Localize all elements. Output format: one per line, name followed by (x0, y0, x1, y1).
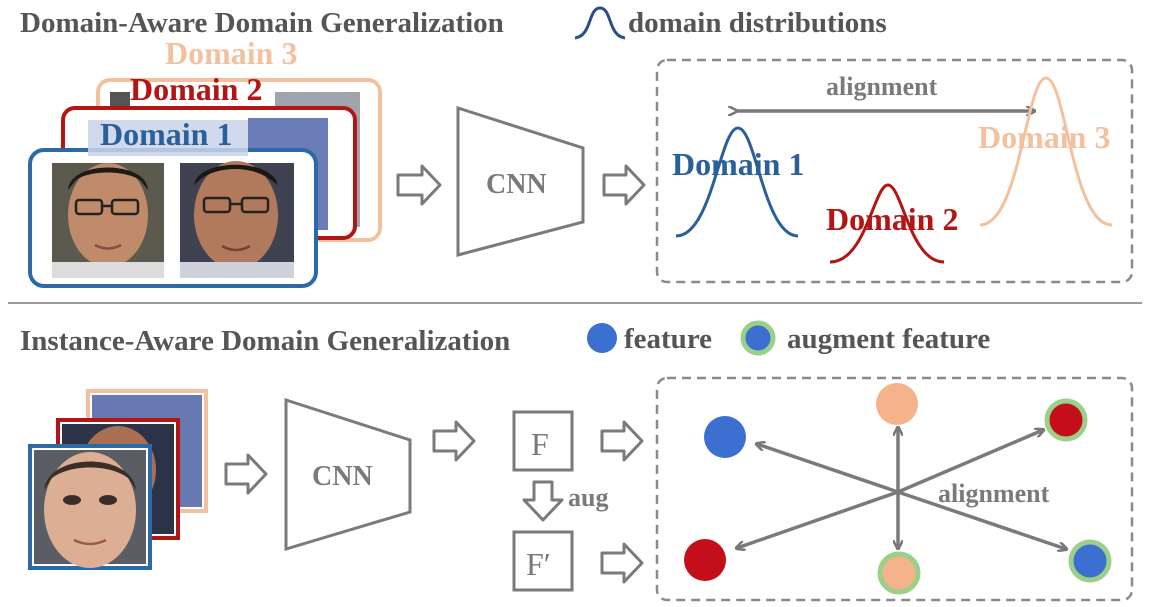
stack-label-domain1: Domain 1 (100, 116, 232, 152)
distribution-label-domain3: Domain 3 (978, 119, 1110, 155)
top-arrow-to-cnn (396, 164, 442, 206)
top-section-title: Domain-Aware Domain Generalization (20, 7, 504, 39)
domain-image-stack: Domain 3 Domain 2 Domain 1 (28, 35, 382, 288)
feature-dot-blue (704, 416, 746, 458)
face-photo-1 (52, 163, 164, 278)
bottom-alignment-box (655, 376, 1134, 602)
face-photo-2 (180, 161, 294, 278)
top-alignment-label: alignment (826, 72, 938, 101)
bottom-cnn-label: CNN (312, 461, 373, 492)
augment-feature-legend-icon (740, 320, 776, 356)
bell-curve-legend-icon (574, 6, 626, 40)
stack-label-domain2: Domain 2 (130, 71, 262, 107)
top-cnn-label: CNN (486, 169, 547, 200)
augment-dot-red (1044, 398, 1088, 442)
augment-dot-blue (1068, 539, 1112, 583)
distribution-domain3 (979, 76, 1113, 227)
instance-image-stack (28, 389, 208, 570)
feature-f-label: F (531, 426, 549, 462)
top-alignment-box (655, 58, 1134, 284)
bottom-section-title: Instance-Aware Domain Generalization (20, 325, 510, 357)
arrow-to-f (432, 420, 476, 462)
distribution-domain1 (675, 126, 799, 238)
aug-arrow-down (522, 480, 564, 522)
distribution-label-domain1: Domain 1 (672, 146, 804, 182)
top-cnn-block (456, 105, 585, 257)
arrow-f-to-box (600, 420, 644, 462)
bottom-arrow-to-cnn (224, 453, 268, 495)
arrow-fprime-to-box (600, 542, 644, 584)
feature-legend-icon (587, 323, 617, 353)
feature-fprime-box (512, 530, 574, 592)
bottom-alignment-label: alignment (938, 479, 1050, 508)
distribution-label-domain2: Domain 2 (826, 201, 958, 237)
instance-alignment-arrows (737, 428, 1066, 549)
legend-domain-distributions: domain distributions (628, 7, 887, 39)
legend-augment-feature: augment feature (787, 323, 990, 355)
distribution-domain2 (829, 183, 945, 264)
augment-dot-orange (877, 551, 921, 595)
top-arrow-to-distributions (602, 164, 646, 206)
stack-label-domain3: Domain 3 (165, 35, 297, 71)
bottom-cnn-block (284, 397, 412, 552)
aug-label: aug (568, 483, 608, 512)
feature-dot-orange (876, 383, 918, 425)
feature-f-box (512, 410, 574, 472)
feature-dot-red (684, 539, 726, 581)
feature-fprime-label: F′ (526, 546, 551, 582)
legend-feature: feature (624, 323, 712, 355)
